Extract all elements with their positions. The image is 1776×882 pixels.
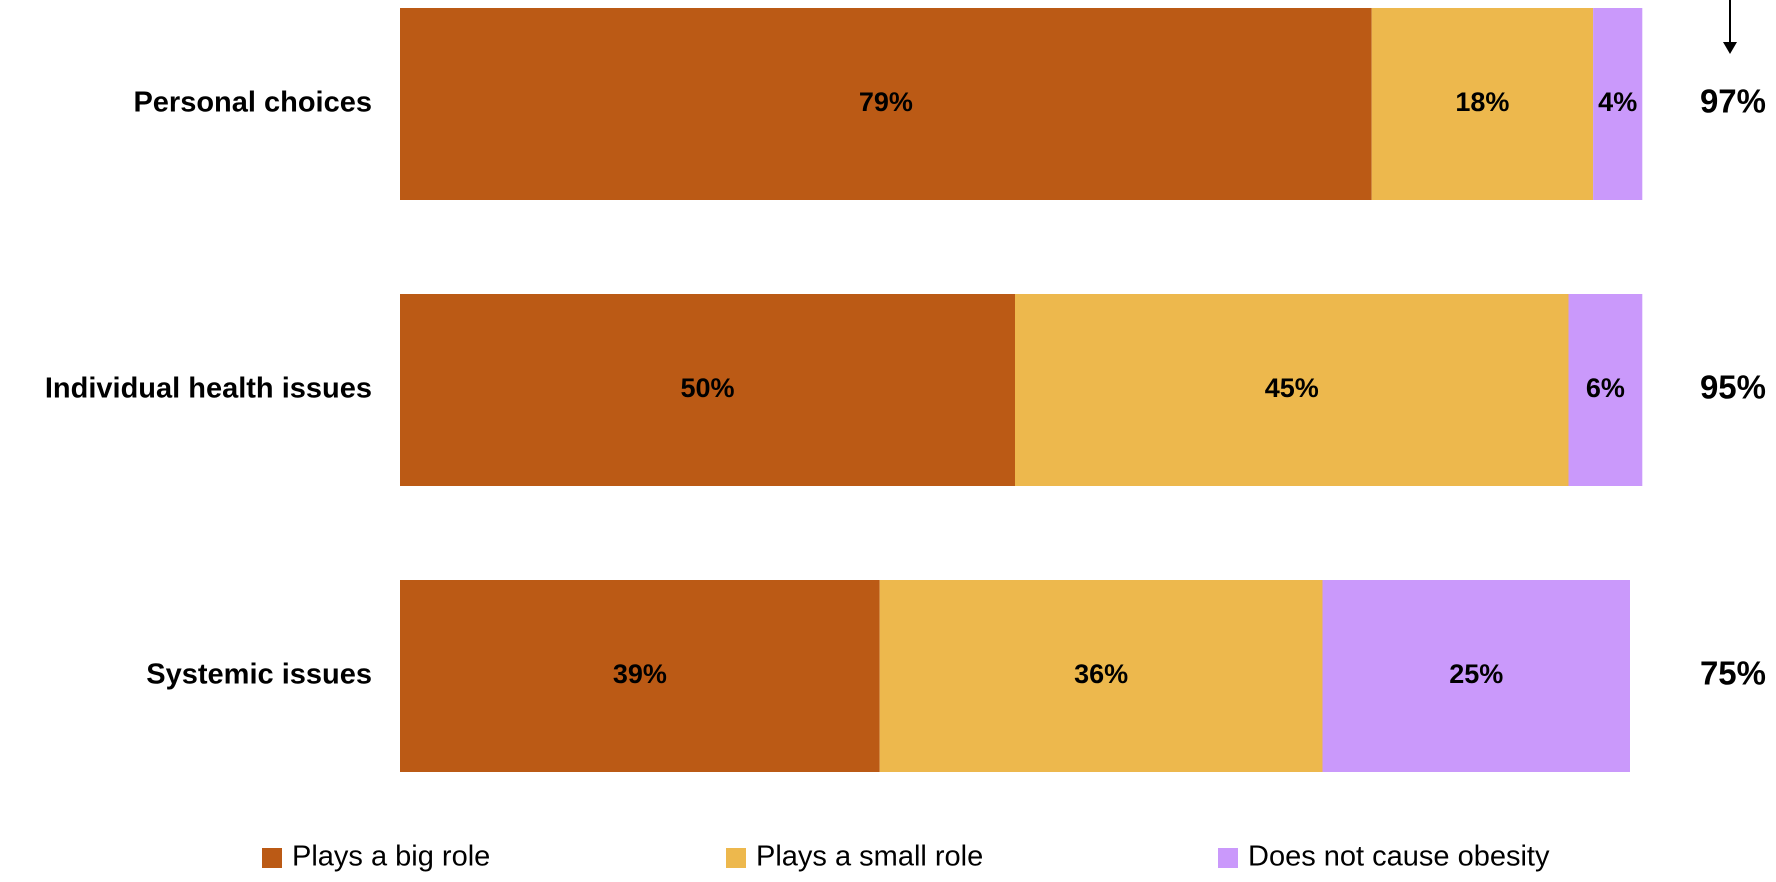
segment-value-label: 39% xyxy=(613,659,667,689)
segment-value-label: 6% xyxy=(1586,373,1625,403)
bar-segment xyxy=(879,580,1323,772)
segment-value-label: 36% xyxy=(1074,659,1128,689)
bar-segment xyxy=(400,8,1372,200)
category-label: Systemic issues xyxy=(146,659,372,691)
legend-item: Plays a small role xyxy=(726,841,983,873)
bar-segment xyxy=(1371,8,1594,200)
legend-label: Plays a big role xyxy=(292,841,490,873)
total-value-label: 75% xyxy=(1700,655,1766,692)
bar-segment xyxy=(1322,580,1630,772)
category-label: Personal choices xyxy=(133,87,372,119)
segment-value-label: 18% xyxy=(1455,87,1509,117)
legend-label: Does not cause obesity xyxy=(1248,841,1550,873)
legend-swatch xyxy=(262,848,282,868)
bar-segment xyxy=(1568,294,1643,486)
segment-value-label: 4% xyxy=(1598,87,1637,117)
bar-segment xyxy=(400,580,880,772)
legend-label: Plays a small role xyxy=(756,841,983,873)
bar-segment xyxy=(400,294,1015,486)
total-arrow-icon xyxy=(1723,0,1737,54)
segment-value-label: 45% xyxy=(1265,373,1319,403)
segment-value-label: 25% xyxy=(1449,659,1503,689)
segment-value-label: 79% xyxy=(859,87,913,117)
bar-segment xyxy=(1593,8,1643,200)
total-value-label: 97% xyxy=(1700,83,1766,120)
category-label: Individual health issues xyxy=(45,373,372,405)
legend-item: Does not cause obesity xyxy=(1218,841,1550,873)
bar-segment xyxy=(1015,294,1569,486)
legend-item: Plays a big role xyxy=(262,841,490,873)
segment-value-label: 50% xyxy=(680,373,734,403)
bars-group: Personal choices 79% 18% 4% 97% Individual he… xyxy=(45,8,1766,772)
legend-swatch xyxy=(1218,848,1238,868)
legend-swatch xyxy=(726,848,746,868)
total-value-label: 95% xyxy=(1700,369,1766,406)
legend: Plays a big role Plays a small role Does n… xyxy=(262,841,1550,873)
